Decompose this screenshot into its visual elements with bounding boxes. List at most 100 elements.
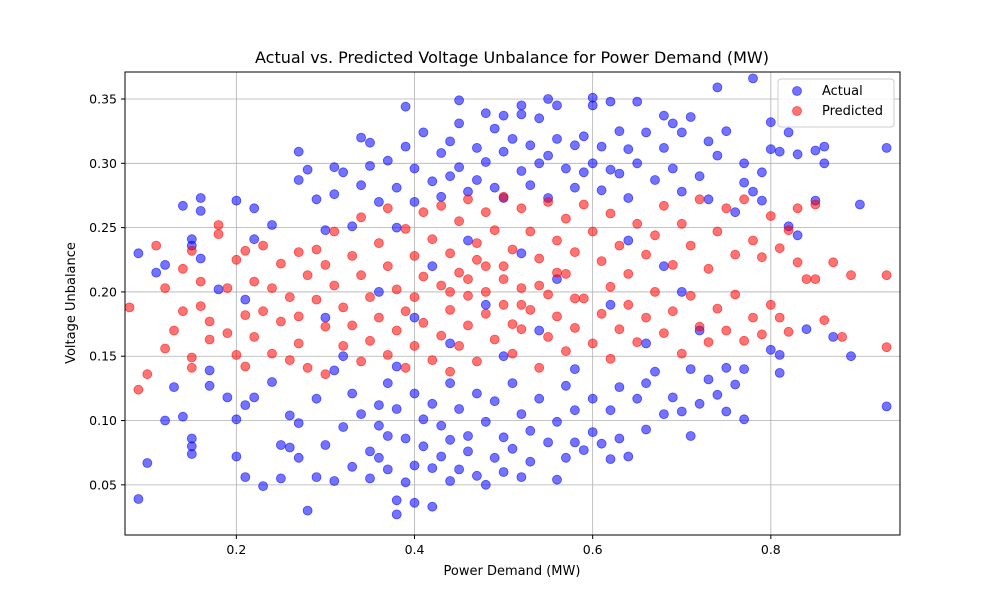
actual-point: [543, 150, 553, 161]
actual-point: [186, 449, 197, 459]
predicted-point: [320, 369, 331, 380]
actual-point: [792, 149, 803, 160]
y-tick-label: 0.25: [89, 220, 117, 235]
actual-point: [177, 200, 188, 211]
actual-point: [712, 389, 723, 400]
actual-point: [525, 456, 536, 467]
predicted-point: [471, 238, 482, 249]
actual-point: [712, 150, 723, 161]
predicted-point: [561, 213, 571, 224]
actual-point: [160, 259, 171, 270]
predicted-point: [240, 245, 251, 256]
predicted-point: [436, 330, 447, 341]
predicted-point: [258, 306, 269, 317]
predicted-point: [222, 328, 233, 339]
actual-point: [463, 446, 473, 457]
actual-point: [641, 424, 651, 435]
y-tick-label: 0.10: [89, 413, 117, 428]
predicted-point: [373, 312, 384, 323]
predicted-point: [480, 207, 491, 218]
predicted-point: [543, 196, 553, 207]
actual-point: [329, 476, 340, 486]
actual-point: [409, 388, 420, 399]
predicted-point: [783, 326, 794, 337]
actual-point: [783, 127, 794, 138]
actual-point: [302, 164, 313, 175]
actual-point: [489, 396, 500, 407]
predicted-point: [365, 292, 375, 303]
actual-point: [471, 142, 482, 153]
actual-point: [427, 501, 438, 512]
predicted-point: [774, 312, 785, 323]
actual-point: [570, 405, 580, 416]
actual-point: [480, 479, 491, 490]
actual-point: [516, 166, 527, 176]
actual-point: [320, 440, 331, 450]
series-actual: [133, 73, 892, 520]
actual-point: [436, 191, 447, 202]
actual-point: [596, 438, 607, 449]
actual-point: [160, 415, 171, 426]
actual-point: [676, 127, 687, 138]
predicted-point: [516, 324, 527, 335]
predicted-point: [133, 384, 144, 395]
actual-point: [792, 230, 803, 241]
actual-point: [614, 126, 625, 137]
predicted-point: [667, 259, 678, 270]
actual-point: [365, 137, 375, 148]
actual-point: [543, 437, 553, 448]
predicted-point: [543, 289, 553, 300]
actual-point: [819, 141, 830, 152]
predicted-point: [463, 290, 473, 301]
actual-point: [561, 380, 571, 391]
predicted-point: [659, 328, 669, 339]
predicted-point: [480, 286, 491, 297]
predicted-point: [632, 337, 643, 348]
data-points: [124, 73, 892, 520]
actual-point: [525, 180, 536, 191]
predicted-point: [570, 247, 580, 258]
predicted-point: [409, 250, 420, 261]
actual-point: [552, 133, 562, 144]
predicted-point: [552, 235, 562, 246]
predicted-point: [400, 223, 411, 234]
actual-point: [391, 361, 402, 372]
actual-point: [846, 351, 856, 362]
predicted-point: [498, 299, 509, 310]
predicted-point: [427, 234, 438, 245]
actual-point: [391, 222, 402, 233]
actual-point: [819, 158, 830, 169]
actual-point: [391, 509, 402, 520]
actual-point: [739, 177, 749, 188]
predicted-point: [320, 321, 331, 332]
predicted-point: [641, 249, 651, 260]
predicted-point: [347, 320, 358, 331]
predicted-point: [160, 283, 171, 294]
actual-point: [543, 94, 553, 104]
actual-point: [801, 324, 812, 335]
actual-point: [757, 195, 767, 206]
legend-box: [777, 78, 895, 128]
actual-point: [249, 234, 260, 245]
actual-point: [516, 248, 527, 259]
predicted-point: [231, 254, 242, 265]
series-predicted: [124, 191, 892, 395]
actual-point: [650, 366, 660, 377]
actual-point: [552, 416, 562, 427]
actual-point: [356, 409, 367, 420]
actual-point: [195, 253, 206, 264]
predicted-point: [543, 331, 553, 342]
actual-point: [534, 325, 545, 336]
chart-title: Actual vs. Predicted Voltage Unbalance f…: [255, 48, 769, 67]
predicted-point: [676, 348, 687, 359]
actual-point: [133, 248, 144, 259]
actual-point: [320, 225, 331, 236]
actual-point: [213, 284, 224, 295]
predicted-point: [258, 240, 269, 251]
actual-point: [676, 286, 687, 297]
predicted-point: [418, 317, 429, 328]
predicted-point: [614, 324, 625, 335]
actual-point: [525, 140, 536, 151]
actual-point: [409, 196, 420, 207]
predicted-point: [516, 299, 527, 310]
